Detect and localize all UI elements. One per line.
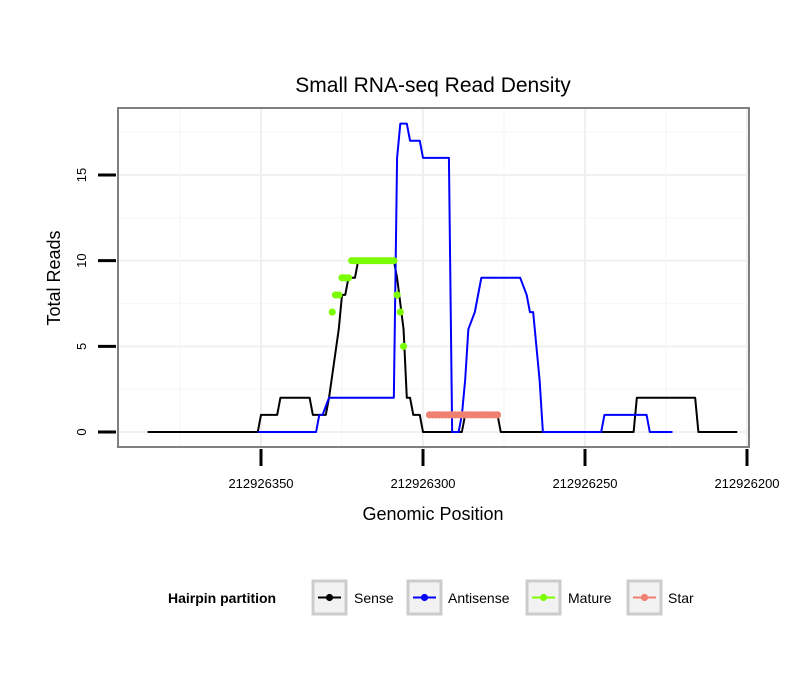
x-axis: 212926350 212926300 212926250 212926200 (228, 449, 780, 491)
plot-border (117, 107, 750, 448)
legend-label-antisense: Antisense (448, 590, 510, 606)
legend-label-sense: Sense (354, 590, 394, 606)
y-axis: 0 5 10 15 (74, 168, 116, 436)
data-point-mature (399, 342, 408, 350)
plot-panel (118, 108, 749, 447)
data-point-mature (344, 274, 353, 282)
series-layer (147, 122, 738, 433)
x-tick-label: 212926300 (390, 476, 455, 491)
data-point-mature (335, 291, 343, 299)
x-tick-label: 212926200 (714, 476, 779, 491)
data-point-star (493, 411, 502, 419)
data-point-mature (328, 308, 336, 316)
x-tick-label: 212926250 (552, 476, 617, 491)
legend-key-point-mature (539, 593, 548, 602)
data-point-mature (393, 291, 401, 299)
y-tick-label: 5 (74, 343, 89, 350)
series-mature (328, 257, 408, 350)
legend-key-point-star (640, 593, 649, 602)
y-tick-label: 15 (74, 168, 89, 182)
data-point-mature (396, 308, 404, 316)
data-point-mature (390, 257, 398, 265)
y-tick-label: 10 (74, 253, 89, 267)
series-antisense (257, 122, 673, 433)
chart-title: Small RNA-seq Read Density (295, 74, 571, 97)
y-tick-label: 0 (74, 428, 89, 435)
legend-label-star: Star (668, 590, 694, 606)
legend: Hairpin partition Sense Antisense Mature St… (168, 579, 694, 616)
series-line-antisense (257, 122, 673, 433)
legend-title: Hairpin partition (168, 590, 276, 606)
series-star (425, 411, 502, 419)
legend-key-point-antisense (420, 593, 429, 602)
legend-label-mature: Mature (568, 590, 612, 606)
x-tick-label: 212926350 (228, 476, 293, 491)
y-axis-label: Total Reads (44, 230, 64, 325)
legend-key-point-sense (325, 593, 334, 602)
x-axis-label: Genomic Position (362, 504, 503, 524)
